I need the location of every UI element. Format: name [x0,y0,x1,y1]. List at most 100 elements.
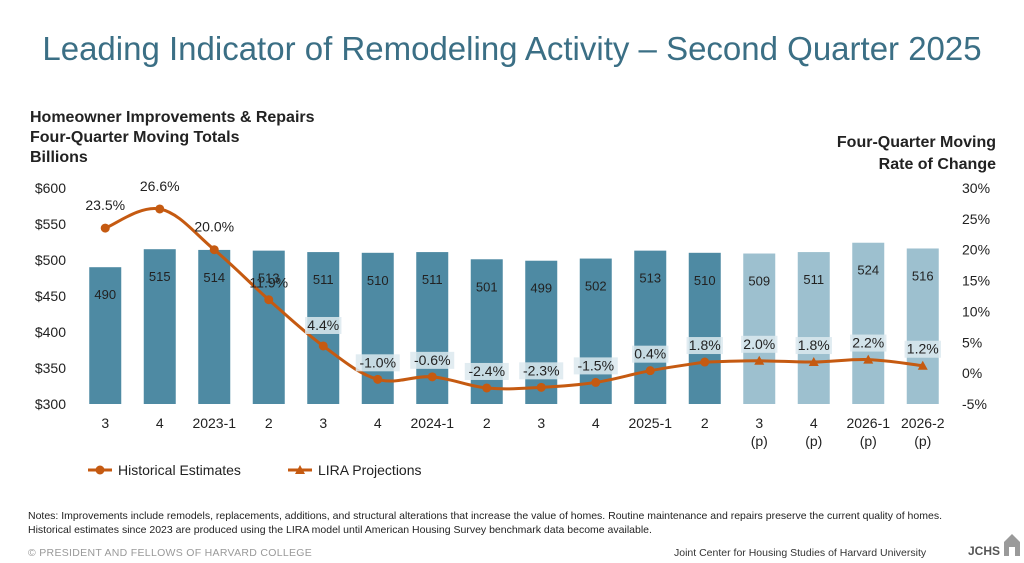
y-right-tick-label: 0% [962,365,982,381]
bar [743,253,776,404]
notes-text: Notes: Improvements include remodels, re… [28,510,942,536]
y-left-tick-label: $350 [35,360,66,376]
historical-marker [209,245,219,255]
y-right-tick-label: 25% [962,211,990,227]
historical-marker [264,295,274,305]
bar-value-label: 510 [367,273,389,288]
line-value-label: 1.8% [689,337,721,353]
y-right-tick-label: 20% [962,242,990,258]
line-value-label: 1.2% [907,341,939,357]
line-value-label: -1.5% [577,357,614,373]
line-label-bg [355,354,400,372]
projection-marker [917,360,928,370]
y-left-tick-label: $500 [35,252,66,268]
bar-value-label: 511 [422,272,443,287]
y-right-tick-label: -5% [962,396,987,412]
bar [797,252,830,404]
copyright-footer: © PRESIDENT AND FELLOWS OF HARVARD COLLE… [28,547,313,559]
line-value-label: 20.0% [194,219,234,235]
bar-value-label: 513 [258,271,280,286]
x-tick-label: 2 [265,415,273,431]
bar-value-label: 511 [313,272,334,287]
left-heading-line-3: Billions [30,149,88,166]
bar-value-label: 511 [803,272,824,287]
line-value-label: -1.0% [359,354,396,370]
jchs-logo: JCHS [968,534,1020,558]
x-tick-label: 4 [810,415,818,431]
bar-value-label: 516 [912,268,934,283]
historical-marker [482,383,492,393]
bar [525,260,558,404]
right-heading-line-2: Rate of Change [878,156,996,173]
bar [198,249,231,404]
x-tick-label: 4 [592,415,600,431]
x-tick-label: 3 [101,415,109,431]
bar-value-label: 499 [530,281,552,296]
legend-historical-label: Historical Estimates [118,462,241,478]
left-axis-heading: Homeowner Improvements & Repairs Four-Qu… [30,108,315,168]
projection-marker [863,354,874,364]
x-tick-label: 3 [319,415,327,431]
line-label-bg [632,345,669,363]
y-right-tick-label: 30% [962,180,990,196]
historical-marker [645,366,655,376]
line-value-label: 11.9% [249,275,288,291]
bar [852,242,885,404]
line-value-label: -0.6% [414,352,451,368]
x-tick-label: (p) [751,433,768,449]
remodeling-chart: $300 $350 $400 $450 $500 $550 $600 -5% 0% 5% 10% 15… [35,178,990,478]
projection-marker [808,357,819,367]
y-left-tick-label: $300 [35,396,66,412]
y-left-tick-label: $450 [35,288,66,304]
x-tick-label: 3 [537,415,545,431]
bar-value-label: 515 [149,269,171,284]
line-value-label: 23.5% [85,197,125,213]
line-label-bg [410,351,455,369]
line-value-label: 2.0% [743,336,775,352]
bar-value-label: 514 [203,270,225,285]
historical-marker [100,223,110,233]
line-value-label: -2.3% [523,362,560,378]
line-value-label: 4.4% [307,317,339,333]
historical-marker [591,377,601,387]
left-heading-line-2: Four-Quarter Moving Totals [30,129,240,146]
right-axis-heading: Four-Quarter Moving Rate of Change [837,132,996,176]
line-value-label: 26.6% [140,178,180,194]
historical-marker [427,372,437,382]
x-tick-label: 2025-1 [628,415,672,431]
historical-marker [318,341,328,351]
line-label-bg [573,357,618,375]
bar-value-label: 490 [94,287,116,302]
bar-value-label: 513 [639,271,661,286]
historical-marker [536,382,546,392]
line-label-bg [904,340,941,358]
historical-marker [373,374,383,384]
x-tick-label: 4 [156,415,164,431]
bar [143,249,176,404]
x-tick-label: (p) [914,433,931,449]
bar [906,248,939,404]
x-tick-label: 3 [755,415,763,431]
line-value-label: 2.2% [852,335,884,351]
y-right-tick-label: 15% [962,273,990,289]
x-tick-label: 2024-1 [410,415,454,431]
legend-projection-marker [295,465,305,474]
left-heading-line-1: Homeowner Improvements & Repairs [30,109,315,126]
x-tick-label: 2 [701,415,709,431]
page-title: Leading Indicator of Remodeling Activity… [42,30,982,67]
source-footer: Joint Center for Housing Studies of Harv… [674,547,927,559]
line-label-bg [464,362,509,380]
y-left-tick-label: $400 [35,324,66,340]
bar [688,252,721,404]
bar-value-label: 509 [748,274,770,289]
line-label-bg [305,316,342,334]
x-tick-label: 2026-2 [901,415,945,431]
historical-marker [155,204,165,214]
x-tick-label: 4 [374,415,382,431]
bar-value-label: 502 [585,279,607,294]
historical-marker [700,357,710,367]
line-label-bg [795,337,832,355]
projection-marker [754,355,765,365]
bar-value-label: 524 [857,263,879,278]
x-tick-label: (p) [860,433,877,449]
